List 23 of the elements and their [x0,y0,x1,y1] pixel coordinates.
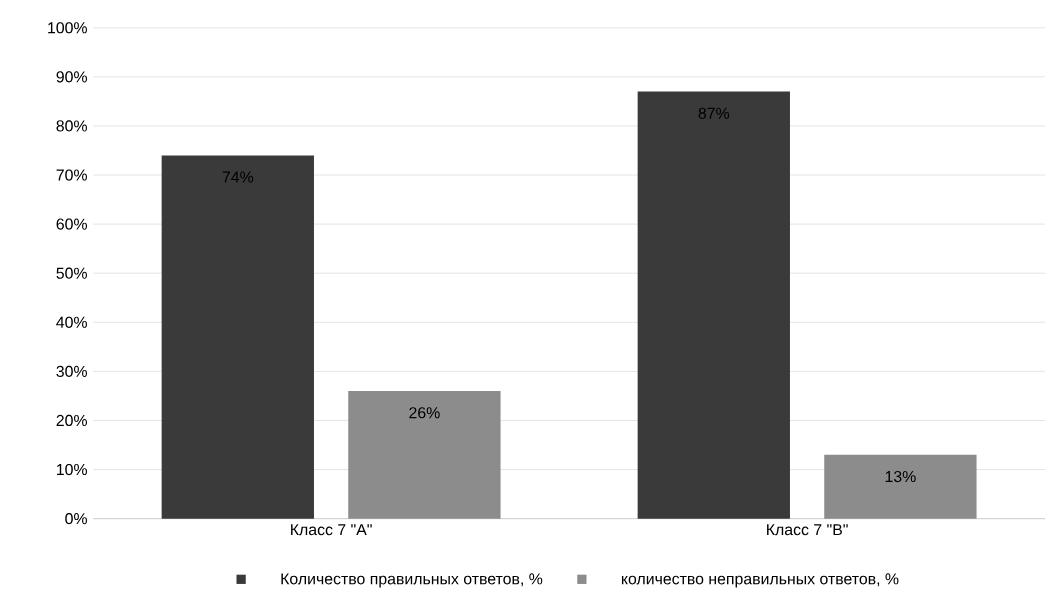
y-tick-label: 10% [57,464,87,476]
x-tick-label: Класс 7 "В" [767,524,848,536]
bar [824,454,977,519]
y-tick-label: 100% [48,22,87,34]
y-tick-label: 40% [56,316,87,328]
y-tick-label: 30% [56,365,87,378]
y-tick-label: 50% [56,267,87,279]
legend-label: Количество правильных ответов, % [281,573,543,588]
bar [161,155,314,519]
bar [348,391,501,519]
data-label: 87% [698,107,730,119]
y-tick-label: 20% [56,414,87,427]
data-label: 13% [885,471,916,483]
data-label: 74% [222,171,254,183]
x-tick-label: Класс 7 "А" [291,524,372,536]
y-tick-label: 70% [56,169,87,181]
bar [637,91,790,519]
legend-label: количество неправильных ответов, % [621,573,899,588]
data-label: 26% [409,407,440,419]
y-tick-label: 60% [56,218,87,230]
y-tick-label: 0% [65,513,87,525]
y-tick-label: 90% [56,71,87,83]
y-tick-label: 80% [56,120,87,132]
